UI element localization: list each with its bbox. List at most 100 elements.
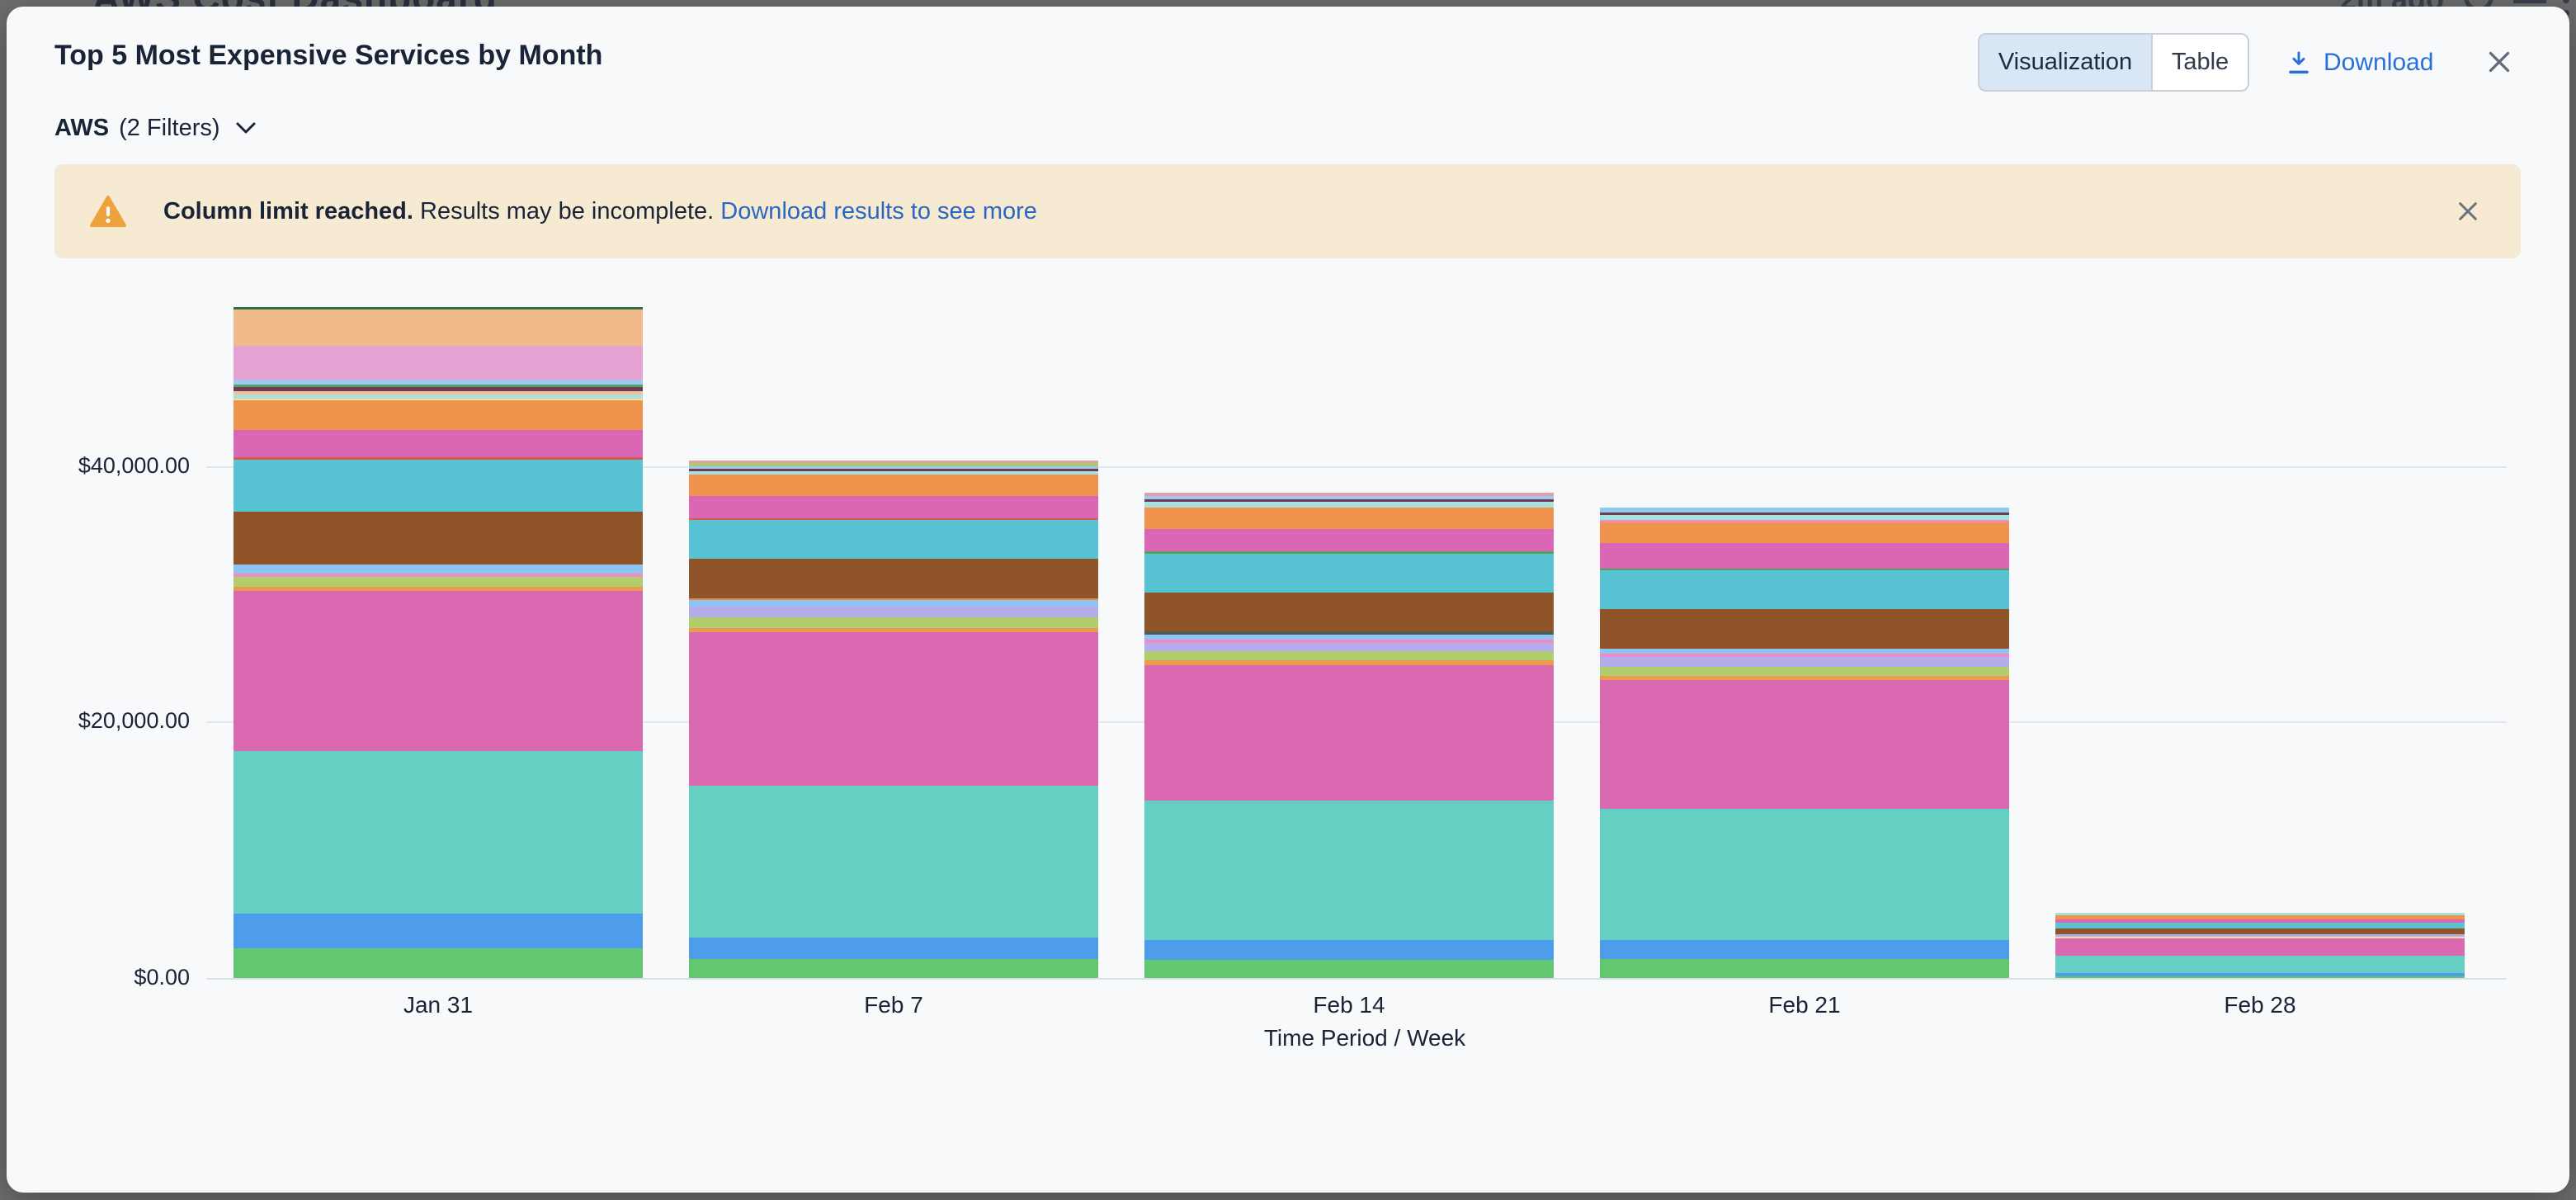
- bar-segment[interactable]: [234, 429, 643, 457]
- bar-segment[interactable]: [234, 576, 643, 587]
- bar-segment[interactable]: [234, 456, 643, 460]
- banner-close-icon[interactable]: [2451, 195, 2484, 228]
- bar-segment[interactable]: [234, 947, 643, 978]
- bar-segment[interactable]: [689, 474, 1098, 496]
- bar-segment[interactable]: [1600, 519, 2009, 522]
- bar-segment[interactable]: [689, 631, 1098, 786]
- bar-segment[interactable]: [234, 306, 643, 309]
- bar-segment[interactable]: [1144, 634, 1554, 640]
- bar-segment[interactable]: [234, 750, 643, 914]
- bar-segment[interactable]: [2055, 933, 2465, 937]
- bar-segment[interactable]: [1600, 653, 2009, 657]
- bar-segment[interactable]: [234, 309, 643, 346]
- bar-segment[interactable]: [1600, 939, 2009, 959]
- bar-segment[interactable]: [689, 958, 1098, 978]
- banner-download-link[interactable]: Download results to see more: [720, 197, 1037, 224]
- bar-segment[interactable]: [689, 558, 1098, 598]
- x-tick-jan31: Jan 31: [403, 992, 474, 1018]
- bar-segment[interactable]: [1600, 514, 2009, 520]
- hamburger-menu-icon: [2513, 0, 2546, 3]
- bar-segment[interactable]: [234, 379, 643, 385]
- bar-segment[interactable]: [2055, 912, 2465, 915]
- bar-segment[interactable]: [2055, 919, 2465, 923]
- bar-segment[interactable]: [1600, 568, 2009, 570]
- bar-segment[interactable]: [1144, 495, 1554, 499]
- bar-segment[interactable]: [689, 785, 1098, 938]
- bar-segment[interactable]: [689, 606, 1098, 617]
- bar-segment[interactable]: [1144, 650, 1554, 660]
- bar-segment[interactable]: [1600, 507, 2009, 513]
- bar-segment[interactable]: [689, 617, 1098, 628]
- bar-segment[interactable]: [234, 913, 643, 948]
- bar-segment[interactable]: [689, 465, 1098, 469]
- bar-segment[interactable]: [1600, 512, 2009, 515]
- bar-segment[interactable]: [2055, 922, 2465, 928]
- bar-segment[interactable]: [1144, 553, 1554, 593]
- bar-segment[interactable]: [1144, 801, 1554, 941]
- bar-segment[interactable]: [1600, 648, 2009, 654]
- filter-dropdown[interactable]: AWS (2 Filters): [54, 111, 257, 145]
- bar-segment[interactable]: [689, 468, 1098, 471]
- bar-segment[interactable]: [689, 517, 1098, 520]
- y-tick-20000: $20,000.00: [78, 708, 190, 733]
- bar-segment[interactable]: [2055, 976, 2465, 978]
- bar-segment[interactable]: [1600, 522, 2009, 543]
- bar-segment[interactable]: [1144, 501, 1554, 508]
- bar-segment[interactable]: [2055, 938, 2465, 956]
- bar-segment[interactable]: [234, 394, 643, 399]
- bar-segment[interactable]: [689, 519, 1098, 559]
- bar-segment[interactable]: [689, 470, 1098, 475]
- x-tick-feb14: Feb 14: [1313, 992, 1385, 1018]
- bar-segment[interactable]: [1600, 675, 2009, 680]
- bar-segment[interactable]: [2055, 928, 2465, 934]
- bar-segment[interactable]: [234, 590, 643, 751]
- bar-segment[interactable]: [234, 564, 643, 574]
- bar-segment[interactable]: [1144, 507, 1554, 529]
- bar-segment[interactable]: [1600, 679, 2009, 809]
- bar-segment[interactable]: [689, 599, 1098, 607]
- bar-segment[interactable]: [234, 573, 643, 577]
- bar-segment[interactable]: [689, 495, 1098, 518]
- bar-segment[interactable]: [1144, 639, 1554, 643]
- bar-segment[interactable]: [1144, 631, 1554, 635]
- bar-segment[interactable]: [1144, 528, 1554, 551]
- bar-segment[interactable]: [234, 384, 643, 387]
- bar-segment[interactable]: [1144, 492, 1554, 496]
- bar-segment[interactable]: [689, 937, 1098, 959]
- bar-segment[interactable]: [234, 390, 643, 394]
- bar-segment[interactable]: [1144, 592, 1554, 631]
- bar-segment[interactable]: [234, 511, 643, 565]
- bar-segment[interactable]: [1600, 656, 2009, 667]
- bar-segment[interactable]: [689, 598, 1098, 600]
- bar-segment[interactable]: [234, 398, 643, 400]
- bar-segment[interactable]: [1600, 958, 2009, 978]
- bar-segment[interactable]: [1144, 659, 1554, 665]
- tab-table[interactable]: Table: [2151, 35, 2248, 90]
- bar-segment[interactable]: [1144, 643, 1554, 651]
- bar-segment[interactable]: [1144, 498, 1554, 502]
- tab-visualization[interactable]: Visualization: [1979, 35, 2151, 90]
- bar-segment[interactable]: [1600, 666, 2009, 676]
- download-button[interactable]: Download: [2286, 45, 2433, 81]
- bar-segment[interactable]: [1144, 550, 1554, 554]
- bar-segment[interactable]: [2055, 955, 2465, 973]
- bar-segment[interactable]: [234, 459, 643, 512]
- bar-segment[interactable]: [689, 627, 1098, 632]
- bar-segment[interactable]: [1144, 960, 1554, 978]
- bar-segment[interactable]: [1600, 808, 2009, 940]
- bar-segment[interactable]: [1144, 665, 1554, 801]
- bar-segment[interactable]: [2055, 936, 2465, 938]
- bar-segment[interactable]: [1144, 940, 1554, 961]
- bar-segment[interactable]: [689, 460, 1098, 463]
- close-button[interactable]: [2480, 43, 2518, 81]
- bar-segment[interactable]: [1600, 608, 2009, 649]
- bar-segment[interactable]: [2055, 914, 2465, 919]
- bar-segment[interactable]: [234, 345, 643, 380]
- bar-segment[interactable]: [1600, 542, 2009, 569]
- bar-segment[interactable]: [234, 386, 643, 391]
- bar-segment[interactable]: [234, 399, 643, 430]
- bar-segment[interactable]: [689, 462, 1098, 466]
- bar-segment[interactable]: [2055, 972, 2465, 976]
- bar-segment[interactable]: [1600, 569, 2009, 609]
- bar-segment[interactable]: [234, 586, 643, 591]
